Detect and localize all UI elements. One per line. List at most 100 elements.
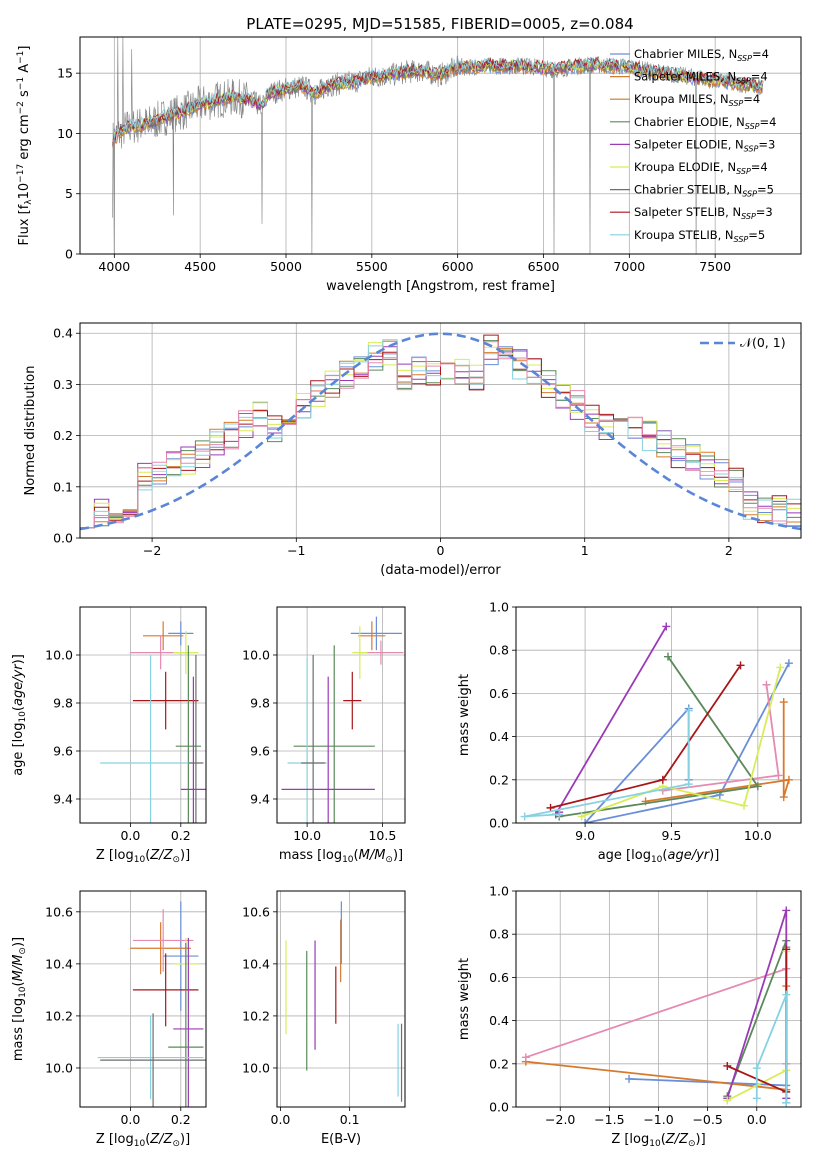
y-tick-label: 0.4: [53, 326, 73, 341]
x-tick-label: 0.0: [120, 1112, 140, 1127]
y-tick-label: 10.2: [45, 1008, 73, 1023]
y-tick-label: 10.6: [45, 904, 73, 919]
weight-line: [645, 702, 791, 803]
panel-mass_vs_ebv: 0.0 0.1 10.0 10.2 10.4 10.6 E(B-V): [242, 890, 406, 1147]
x-tick-label: 7500: [699, 259, 731, 274]
weight-marker: [723, 1061, 732, 1070]
x-axis-label: (data-model)/error: [380, 563, 501, 578]
y-axis-label: mass weight: [457, 958, 472, 1040]
y-tick-label: 9.6: [250, 744, 270, 759]
x-tick-label: 9.0: [575, 828, 595, 843]
weight-marker: [684, 706, 693, 715]
x-tick-label: −1: [287, 543, 305, 558]
weight-marker: [776, 663, 785, 672]
y-tick-label: 9.8: [53, 696, 73, 711]
axes-frame: [79, 36, 802, 255]
y-tick-label: 0.1: [53, 479, 73, 494]
weight-marker: [581, 819, 590, 823]
weight-marker: [782, 990, 791, 999]
x-tick-label: 10.0: [744, 828, 772, 843]
x-tick-label: 2: [725, 543, 733, 558]
panel-age_vs_mass: 10.0 10.5 9.4 9.6 9.8 10.0 mass [log10(M/M⊙)]: [242, 606, 406, 865]
y-tick-label: 9.4: [250, 792, 270, 807]
residual-histogram: [80, 334, 801, 529]
weight-marker: [662, 622, 671, 631]
plot-area-weight_vs_age: [520, 622, 793, 823]
y-tick-label: 10.4: [45, 956, 73, 971]
y-axis-label: Normed distribution: [23, 366, 38, 496]
weight-marker: [752, 1094, 761, 1103]
y-tick-label: 0.2: [489, 1056, 509, 1071]
axes-frame: [276, 890, 406, 1108]
plot-area-age_vs_mass: [281, 616, 404, 823]
y-tick-label: 0.0: [489, 1100, 509, 1115]
plot-area-spectrum: [112, 37, 764, 254]
x-axis-label: wavelength [Angstrom, rest frame]: [326, 279, 555, 294]
plot-area-residuals: [80, 332, 801, 531]
residual-histogram: [80, 340, 801, 529]
panel-mass_vs_Z: 0.0 0.2 10.0 10.2 10.4 10.6 Z [log10(Z/Z⊙)] mas…: [11, 890, 207, 1149]
y-tick-label: 9.8: [250, 696, 270, 711]
y-tick-label: 1.0: [489, 600, 509, 615]
residual-legend: 𝒩(0, 1): [700, 335, 786, 350]
x-tick-label: 4000: [98, 259, 130, 274]
x-tick-label: 5000: [270, 259, 302, 274]
y-tick-label: 10.0: [242, 1060, 270, 1075]
x-axis-label: E(B-V): [321, 1132, 361, 1147]
weight-line: [581, 667, 782, 818]
residual-histogram: [80, 339, 801, 529]
weight-marker: [782, 945, 791, 954]
weight-marker: [664, 652, 672, 661]
y-tick-label: 10.0: [45, 648, 73, 663]
weight-marker: [762, 680, 771, 689]
weight-marker: [577, 812, 586, 821]
x-tick-label: 0.0: [120, 828, 140, 843]
x-tick-label: 6000: [442, 259, 474, 274]
x-tick-label: −1.0: [643, 1112, 673, 1127]
y-tick-label: 15: [57, 66, 73, 81]
y-tick-label: 9.6: [53, 744, 73, 759]
legend-entry: Salpeter ELODIE, NSSP=3: [634, 137, 775, 153]
x-axis-label: age [log10(age/yr)]: [598, 848, 720, 865]
weight-marker: [625, 1074, 634, 1083]
x-tick-label: 5500: [356, 259, 388, 274]
legend-entry: Kroupa STELIB, NSSP=5: [634, 228, 765, 244]
plot-area-mass_vs_Z: [97, 901, 206, 1107]
x-tick-label: 0: [437, 543, 445, 558]
y-tick-label: 0.6: [489, 686, 509, 701]
y-tick-label: 0.6: [489, 970, 509, 985]
x-tick-label: −1.5: [594, 1112, 624, 1127]
weight-marker: [521, 1053, 530, 1062]
panel-weight_vs_Z: −2.0 −1.5 −1.0 −0.5 0.0 0.0 0.2 0.4 0.6 0.8 1.0 Z […: [457, 884, 802, 1149]
x-axis-label: Z [log10(Z/Z⊙)]: [96, 1132, 190, 1149]
spectrum-model-line: [112, 55, 763, 143]
y-tick-label: 0.2: [53, 428, 73, 443]
x-tick-label: 0.2: [171, 1112, 191, 1127]
axes-frame: [515, 606, 802, 824]
legend-entry: Salpeter STELIB, NSSP=3: [634, 205, 773, 221]
weight-marker: [723, 1096, 732, 1105]
y-tick-label: 0.3: [53, 377, 73, 392]
gaussian-curve: [80, 332, 801, 531]
x-tick-label: 9.5: [662, 828, 682, 843]
x-tick-label: 10.0: [293, 828, 321, 843]
axes-frame: [79, 890, 207, 1108]
axes-frame: [79, 606, 207, 824]
weight-line: [524, 710, 690, 818]
y-tick-label: 10.2: [242, 1008, 270, 1023]
x-tick-label: 4500: [184, 259, 216, 274]
y-tick-label: 10.0: [45, 1060, 73, 1075]
weight-marker: [684, 780, 693, 789]
weight-line: [755, 994, 788, 1103]
panel-residuals: −2 −1 0 1 2 0.0 0.1 0.2 0.3 0.4 (data-model)/error…: [23, 322, 802, 578]
axes-frame: [276, 606, 406, 824]
weight-marker: [782, 906, 791, 915]
panel-weight_vs_age: 9.0 9.5 10.0 0.0 0.2 0.4 0.6 0.8 1.0 age [log10(a…: [457, 600, 802, 865]
y-tick-label: 10.0: [242, 648, 270, 663]
y-tick-label: 0.2: [489, 772, 509, 787]
weight-marker: [784, 775, 793, 784]
weight-marker: [779, 698, 788, 707]
plot-area-mass_vs_ebv: [285, 901, 403, 1102]
y-axis-label: mass [log10(M/M⊙)]: [11, 937, 28, 1061]
